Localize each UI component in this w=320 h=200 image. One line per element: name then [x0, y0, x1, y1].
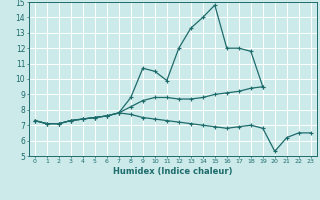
X-axis label: Humidex (Indice chaleur): Humidex (Indice chaleur) — [113, 167, 233, 176]
